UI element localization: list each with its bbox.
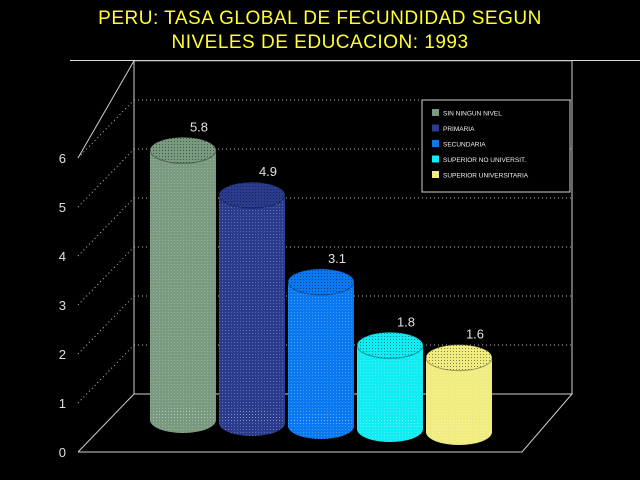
bar-base-texture	[219, 410, 285, 436]
y-tick-label: 0	[59, 445, 66, 460]
gridline-side	[77, 344, 135, 404]
bar-top-texture	[219, 182, 285, 209]
plot-frame	[77, 60, 574, 453]
y-tick-label: 3	[59, 298, 66, 313]
legend: SIN NINGUN NIVEL PRIMARIA SECUNDARIA SUPERI…	[421, 99, 571, 193]
chart-title-line1: PERU: TASA GLOBAL DE FECUNDIDAD SEGUN	[98, 8, 542, 29]
bar-base-texture	[426, 419, 492, 445]
bar	[218, 181, 286, 436]
legend-swatch	[432, 171, 439, 178]
legend-label: SIN NINGUN NIVEL	[443, 111, 502, 118]
legend-swatch	[432, 109, 439, 116]
y-tick-label: 5	[59, 200, 66, 215]
bar-texture	[219, 195, 285, 423]
legend-label: SUPERIOR NO UNIVERSIT.	[443, 157, 526, 164]
bar-top-texture	[426, 344, 492, 371]
bar-texture	[150, 150, 216, 421]
bar-top-texture	[288, 268, 354, 295]
gridline-side	[77, 295, 135, 355]
data-label: 4.9	[259, 164, 277, 179]
floor-edge	[77, 393, 574, 453]
back-wall-edge	[134, 60, 573, 394]
y-tick-label: 4	[59, 249, 66, 264]
bar-base-texture	[357, 416, 423, 442]
legend-label: PRIMARIA	[443, 126, 475, 133]
bars	[149, 136, 493, 445]
legend-label: SUPERIOR UNIVERSITARIA	[443, 173, 529, 180]
data-label: 3.1	[328, 251, 346, 266]
legend-label: SECUNDARIA	[443, 142, 486, 149]
data-labels: 5.8 4.9 3.1 1.8 1.6	[190, 119, 484, 341]
gridline-side	[77, 99, 135, 159]
gridline-side	[77, 148, 135, 208]
bar-texture	[288, 281, 354, 426]
chart-title-line2: NIVELES DE EDUCACION: 1993	[171, 32, 469, 53]
bar-top-texture	[150, 137, 216, 164]
bar	[149, 136, 217, 433]
bar-top-texture	[357, 332, 423, 359]
y-axis-ticks: 0 1 2 3 4 5 6	[59, 151, 66, 460]
legend-box	[421, 99, 571, 193]
bar-base-texture	[150, 407, 216, 433]
bar-base-texture	[288, 413, 354, 439]
bar	[287, 268, 355, 439]
side-wall-top-edge	[77, 60, 135, 159]
y-tick-label: 6	[59, 151, 66, 166]
gridline-side	[77, 246, 135, 306]
legend-swatch	[432, 140, 439, 147]
legend-swatch	[432, 124, 439, 132]
gridline-side	[77, 197, 135, 257]
y-tick-label: 2	[59, 347, 66, 362]
bar	[425, 344, 493, 445]
data-label: 5.8	[190, 119, 208, 134]
data-label: 1.8	[397, 314, 415, 329]
data-label: 1.6	[466, 327, 484, 342]
y-tick-label: 1	[59, 396, 66, 411]
legend-swatch	[432, 155, 439, 163]
bar	[356, 331, 424, 442]
bar-texture	[357, 345, 423, 429]
